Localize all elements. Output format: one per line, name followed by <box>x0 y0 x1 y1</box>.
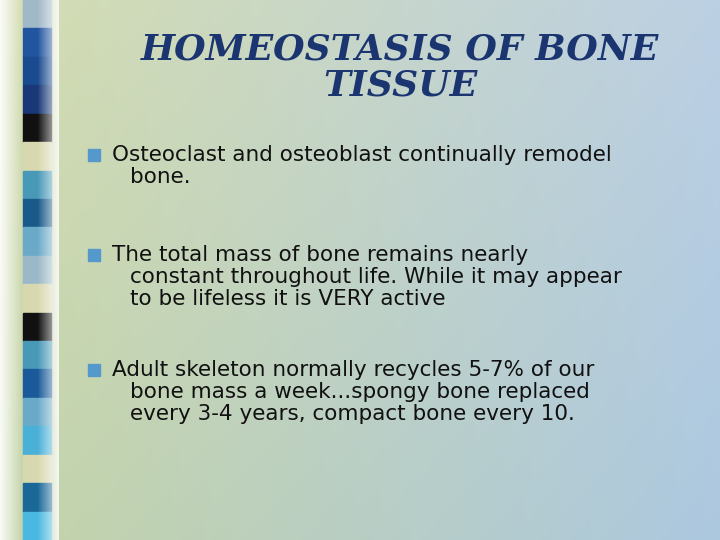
Bar <box>23 284 51 313</box>
Bar <box>23 511 51 540</box>
Text: bone.: bone. <box>130 167 191 187</box>
Text: TISSUE: TISSUE <box>323 68 477 102</box>
Bar <box>23 114 51 142</box>
Bar <box>23 29 51 57</box>
Bar <box>88 364 100 376</box>
Bar <box>88 249 100 261</box>
Bar <box>23 227 51 256</box>
Text: to be lifeless it is VERY active: to be lifeless it is VERY active <box>130 289 446 309</box>
Bar <box>88 149 100 161</box>
Text: The total mass of bone remains nearly: The total mass of bone remains nearly <box>112 245 528 265</box>
Text: HOMEOSTASIS OF BONE: HOMEOSTASIS OF BONE <box>141 33 659 67</box>
Bar <box>23 369 51 398</box>
Bar <box>23 426 51 455</box>
Bar <box>23 171 51 199</box>
Text: bone mass a week...spongy bone replaced: bone mass a week...spongy bone replaced <box>130 382 590 402</box>
Bar <box>23 57 51 85</box>
Text: every 3-4 years, compact bone every 10.: every 3-4 years, compact bone every 10. <box>130 404 575 424</box>
Bar <box>23 398 51 426</box>
Bar <box>23 313 51 341</box>
Bar <box>23 0 51 29</box>
Text: Adult skeleton normally recycles 5-7% of our: Adult skeleton normally recycles 5-7% of… <box>112 360 595 380</box>
Bar <box>23 142 51 171</box>
Bar <box>23 341 51 369</box>
Bar <box>23 85 51 114</box>
Bar <box>23 199 51 227</box>
Text: constant throughout life. While it may appear: constant throughout life. While it may a… <box>130 267 622 287</box>
Bar <box>23 256 51 284</box>
Text: Osteoclast and osteoblast continually remodel: Osteoclast and osteoblast continually re… <box>112 145 612 165</box>
Bar <box>23 455 51 483</box>
Bar <box>23 483 51 511</box>
